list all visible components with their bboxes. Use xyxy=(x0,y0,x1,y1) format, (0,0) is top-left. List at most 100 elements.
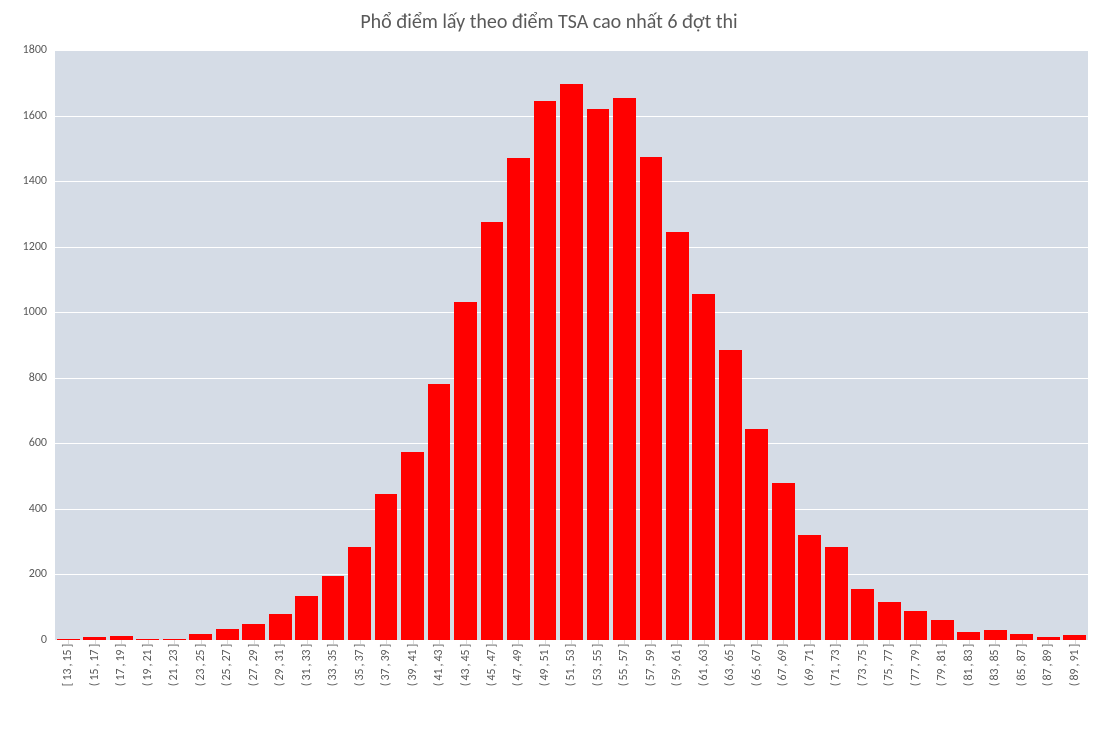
bar xyxy=(401,452,424,640)
bar xyxy=(216,629,239,640)
bar xyxy=(798,535,821,640)
bar-slot xyxy=(426,50,452,640)
bar xyxy=(878,602,901,640)
bar-slot xyxy=(1008,50,1034,640)
x-tick-label: ( 15 , 17 ] xyxy=(88,644,102,686)
x-tick-label: ( 51 , 53 ] xyxy=(564,644,578,686)
y-tick-label: 200 xyxy=(2,567,47,581)
y-tick-label: 400 xyxy=(2,502,47,516)
bar xyxy=(745,429,768,640)
x-tick-label: ( 61 , 63 ] xyxy=(697,644,711,686)
x-tick-label: [ 13 , 15 ] xyxy=(61,644,75,686)
bar-slot xyxy=(955,50,981,640)
x-tick-label: ( 53 , 55 ] xyxy=(591,644,605,686)
bar-slot xyxy=(55,50,81,640)
bar-slot xyxy=(187,50,213,640)
bar xyxy=(1063,635,1086,640)
x-tick-label: ( 19 , 21 ] xyxy=(141,644,155,686)
bar xyxy=(957,632,980,640)
bar xyxy=(83,637,106,640)
bar-slot xyxy=(373,50,399,640)
bar xyxy=(242,624,265,640)
bar xyxy=(534,101,557,640)
x-tick-label: ( 57 , 59 ] xyxy=(644,644,658,686)
bar xyxy=(984,630,1007,640)
x-tick-label: ( 35 , 37 ] xyxy=(353,644,367,686)
bar xyxy=(348,547,371,640)
bar xyxy=(57,639,80,640)
x-tick-label: ( 77 , 79 ] xyxy=(909,644,923,686)
x-tick-label: ( 37 , 39 ] xyxy=(379,644,393,686)
y-axis: 020040060080010001200140016001800 xyxy=(0,50,55,640)
bar-slot xyxy=(585,50,611,640)
bar-slot xyxy=(611,50,637,640)
bar-slot xyxy=(134,50,160,640)
bar-slot xyxy=(982,50,1008,640)
bar-slot xyxy=(638,50,664,640)
y-tick-label: 1600 xyxy=(2,109,47,123)
x-tick-label: ( 59 , 61 ] xyxy=(670,644,684,686)
bar xyxy=(375,494,398,640)
bar xyxy=(428,384,451,640)
x-tick-label: ( 21 , 23 ] xyxy=(167,644,181,686)
x-tick-label: ( 23 , 25 ] xyxy=(194,644,208,686)
y-tick-label: 1200 xyxy=(2,240,47,254)
bar-slot xyxy=(850,50,876,640)
bar-slot xyxy=(558,50,584,640)
bar-slot xyxy=(399,50,425,640)
x-tick-label: ( 89 , 91 ] xyxy=(1068,644,1082,686)
x-tick-label: ( 63 , 65 ] xyxy=(723,644,737,686)
x-tick-label: ( 79 , 81 ] xyxy=(935,644,949,686)
bar xyxy=(1037,637,1060,640)
bar-slot xyxy=(452,50,478,640)
bar-slot xyxy=(1061,50,1087,640)
bar xyxy=(136,639,159,640)
bar-slot xyxy=(505,50,531,640)
x-tick-label: ( 17 , 19 ] xyxy=(114,644,128,686)
bar xyxy=(1010,634,1033,640)
x-tick-label: ( 29 , 31 ] xyxy=(273,644,287,686)
x-tick-label: ( 87 , 89 ] xyxy=(1041,644,1055,686)
x-tick-label: ( 71 , 73 ] xyxy=(829,644,843,686)
x-tick-label: ( 25 , 27 ] xyxy=(220,644,234,686)
bar-slot xyxy=(240,50,266,640)
bar-slot xyxy=(346,50,372,640)
bar xyxy=(454,302,477,640)
x-tick-label: ( 39 , 41 ] xyxy=(406,644,420,686)
x-tick-label: ( 73 , 75 ] xyxy=(856,644,870,686)
bar xyxy=(904,611,927,641)
bar xyxy=(295,596,318,640)
bar xyxy=(110,636,133,640)
bar-slot xyxy=(532,50,558,640)
bar-slot xyxy=(479,50,505,640)
bar-slot xyxy=(1035,50,1061,640)
bar xyxy=(825,547,848,640)
bar xyxy=(481,222,504,640)
x-tick-label: ( 33 , 35 ] xyxy=(326,644,340,686)
bar xyxy=(269,614,292,640)
bar-slot xyxy=(267,50,293,640)
x-tick-label: ( 41 , 43 ] xyxy=(432,644,446,686)
bar-slot xyxy=(214,50,240,640)
x-tick-label: ( 43 , 45 ] xyxy=(459,644,473,686)
x-axis: [ 13 , 15 ] ( 15 , 17 ] ( 17 , 19 ] ( 19 , … xyxy=(55,640,1088,732)
bar xyxy=(931,620,954,640)
x-tick-label: ( 83 , 85 ] xyxy=(988,644,1002,686)
x-tick-label: ( 47 , 49 ] xyxy=(511,644,525,686)
bars-container xyxy=(55,50,1088,640)
bar-slot xyxy=(744,50,770,640)
bar xyxy=(587,109,610,640)
y-tick-label: 800 xyxy=(2,371,47,385)
bar-slot xyxy=(293,50,319,640)
x-tick-label: ( 49 , 51 ] xyxy=(538,644,552,686)
bar-slot xyxy=(823,50,849,640)
bar xyxy=(640,157,663,640)
bar-slot xyxy=(929,50,955,640)
bar-slot xyxy=(770,50,796,640)
x-tick-label: ( 45 , 47 ] xyxy=(485,644,499,686)
bar-slot xyxy=(664,50,690,640)
bar-slot xyxy=(81,50,107,640)
bar-slot xyxy=(797,50,823,640)
chart-title: Phổ điểm lấy theo điểm TSA cao nhất 6 đợ… xyxy=(0,10,1098,34)
bar xyxy=(163,639,186,640)
